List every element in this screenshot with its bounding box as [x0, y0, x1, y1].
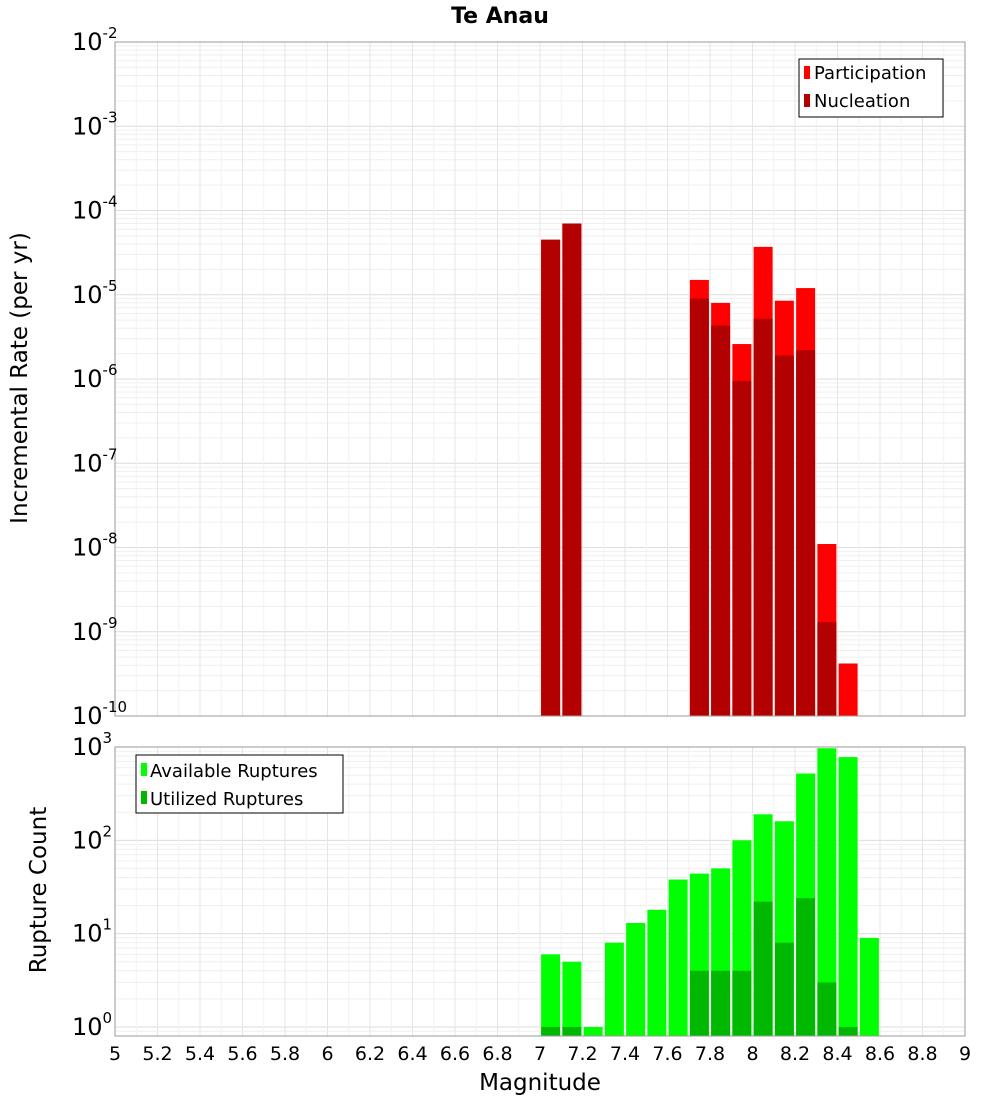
- nucleation-bar: [562, 223, 582, 717]
- utilized-ruptures-bar: [838, 1026, 858, 1036]
- utilized-ruptures-bar: [774, 942, 794, 1036]
- participation-legend-label: Participation: [814, 63, 926, 84]
- x-tick-labels: 5 5.2 5.4 5.6 5.8 6 6.2 6.4 6.6 6.8 7 7.2 7.4 7.6 7.8 8…: [109, 1043, 971, 1065]
- nucleation-bar: [774, 355, 794, 716]
- top-y-tick-label: 10-7: [72, 445, 118, 477]
- x-tick-label: 6: [321, 1043, 333, 1065]
- top-plot-bars: [541, 223, 858, 717]
- utilized-ruptures-bar: [732, 970, 752, 1036]
- available-ruptures-bar: [604, 942, 624, 1036]
- bottom-y-axis-label: Rupture Count: [26, 807, 52, 973]
- utilized-ruptures-bar: [753, 901, 773, 1036]
- top-y-tick-label: 10-4: [72, 193, 118, 225]
- nucleation-bar: [711, 325, 731, 716]
- available-ruptures-bar: [626, 923, 646, 1036]
- available-ruptures-bar: [647, 909, 667, 1036]
- top-y-tick-label: 10-3: [72, 108, 118, 140]
- bottom-y-tick-label: 100: [72, 1009, 112, 1041]
- bottom-y-tick-label: 103: [72, 729, 112, 761]
- x-tick-label: 5.8: [270, 1043, 300, 1065]
- top-y-axis-label: Incremental Rate (per yr): [7, 232, 33, 524]
- utilized-ruptures-bar: [689, 970, 709, 1036]
- nucleation-swatch: [804, 94, 810, 107]
- available-ruptures-bar: [541, 954, 561, 1036]
- x-tick-label: 8.6: [865, 1043, 895, 1065]
- nucleation-bar: [817, 622, 837, 716]
- nucleation-legend-label: Nucleation: [814, 91, 910, 112]
- bottom-legend: Available Ruptures Utilized Ruptures: [135, 754, 344, 814]
- utilized-ruptures-bar: [711, 970, 731, 1036]
- available-ruptures-bar: [562, 961, 582, 1036]
- available-ruptures-bar: [817, 748, 837, 1036]
- available-ruptures-bar: [583, 1026, 603, 1036]
- x-tick-label: 8: [746, 1043, 758, 1065]
- utilized-ruptures-legend-label: Utilized Ruptures: [150, 789, 303, 810]
- chart-title: Te Anau: [451, 4, 549, 29]
- x-tick-label: 5.4: [185, 1043, 215, 1065]
- x-tick-label: 7: [534, 1043, 546, 1065]
- nucleation-bar: [541, 239, 561, 716]
- x-tick-label: 6.2: [355, 1043, 385, 1065]
- bottom-y-tick-labels: 103 102 101 100: [72, 729, 112, 1041]
- top-y-tick-label: 10-9: [72, 614, 118, 646]
- x-tick-label: 5.2: [142, 1043, 172, 1065]
- x-tick-label: 7.2: [567, 1043, 597, 1065]
- utilized-ruptures-swatch: [141, 791, 147, 804]
- utilized-ruptures-bar: [817, 982, 837, 1036]
- bottom-plot-frame: [114, 746, 966, 1037]
- top-plot-frame: [114, 41, 966, 717]
- top-legend: Participation Nucleation: [798, 58, 944, 118]
- x-tick-label: 8.8: [907, 1043, 937, 1065]
- x-tick-label: 6.8: [482, 1043, 512, 1065]
- nucleation-bar: [732, 380, 752, 716]
- top-y-tick-label: 10-10: [72, 698, 127, 730]
- participation-bar: [838, 663, 858, 716]
- bottom-legend-box: [135, 754, 344, 814]
- x-tick-label: 9: [959, 1043, 971, 1065]
- utilized-ruptures-bar: [562, 1026, 582, 1036]
- available-ruptures-bar: [668, 879, 688, 1036]
- x-tick-label: 7.8: [695, 1043, 725, 1065]
- top-y-tick-label: 10-8: [72, 530, 118, 562]
- top-legend-box: [798, 58, 944, 118]
- x-tick-label: 7.6: [652, 1043, 682, 1065]
- x-tick-label: 6.4: [397, 1043, 427, 1065]
- available-ruptures-legend-label: Available Ruptures: [150, 761, 318, 782]
- available-ruptures-bar: [838, 757, 858, 1036]
- nucleation-bar: [689, 298, 709, 716]
- available-ruptures-bar: [859, 937, 879, 1036]
- bottom-plot-bars: [541, 748, 879, 1036]
- available-ruptures-swatch: [141, 763, 147, 776]
- bottom-y-tick-label: 102: [72, 822, 112, 854]
- utilized-ruptures-bar: [541, 1026, 561, 1036]
- top-y-tick-label: 10-2: [72, 24, 118, 56]
- x-tick-label: 5.6: [227, 1043, 257, 1065]
- nucleation-bar: [796, 350, 816, 716]
- x-axis-label: Magnitude: [479, 1070, 601, 1096]
- nucleation-bar: [753, 318, 773, 716]
- x-tick-label: 5: [109, 1043, 121, 1065]
- x-tick-label: 8.4: [822, 1043, 852, 1065]
- top-y-tick-label: 10-6: [72, 361, 118, 393]
- x-tick-label: 8.2: [780, 1043, 810, 1065]
- bottom-y-tick-label: 101: [72, 916, 112, 948]
- x-tick-label: 6.6: [440, 1043, 470, 1065]
- utilized-ruptures-bar: [796, 898, 816, 1036]
- top-plot-grid: [114, 42, 966, 717]
- top-y-tick-labels: 10-2 10-3 10-4 10-5 10-6 10-7 10-8 10-9 10-10: [72, 24, 127, 730]
- participation-swatch: [804, 66, 810, 79]
- x-tick-label: 7.4: [610, 1043, 640, 1065]
- top-y-tick-label: 10-5: [72, 277, 118, 309]
